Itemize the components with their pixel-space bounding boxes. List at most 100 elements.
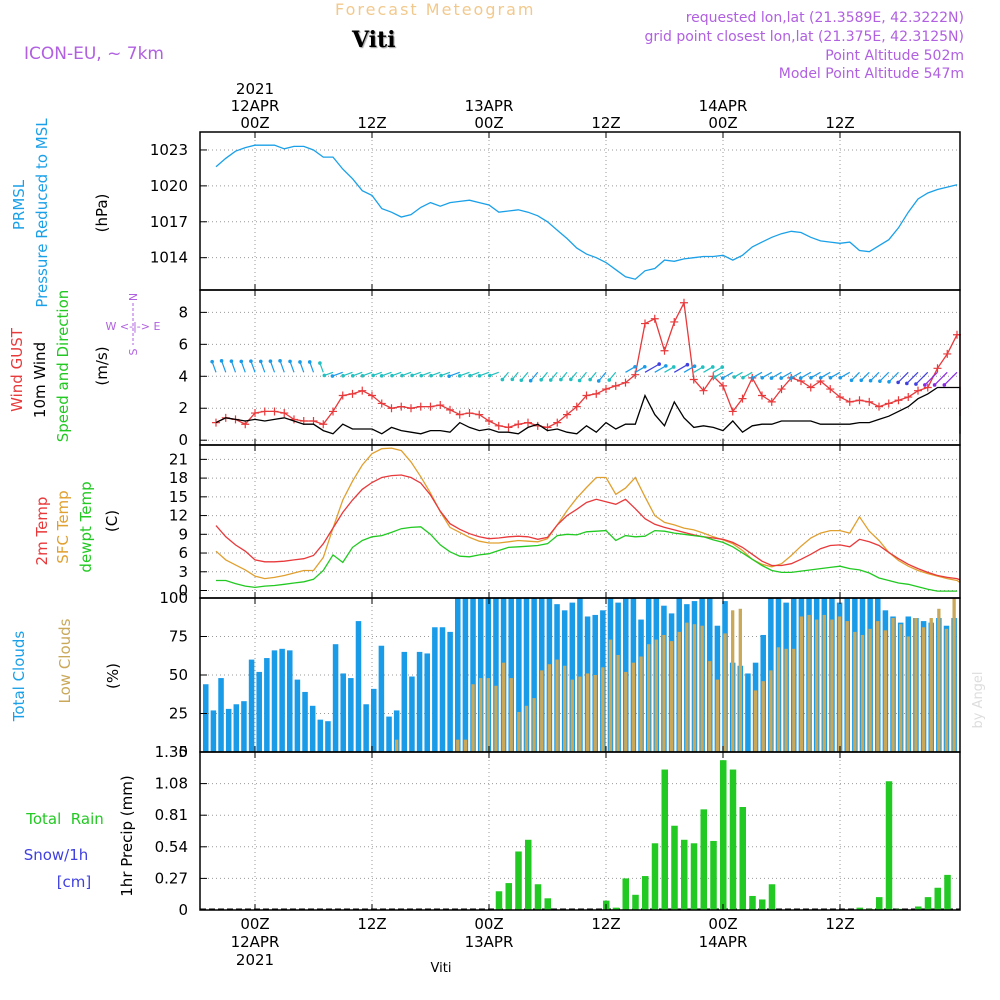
wind-arrow-head [477, 373, 482, 378]
wind-arrow-head [569, 377, 573, 382]
wind-arrow [530, 371, 539, 382]
gust-label: Wind GUST [8, 327, 26, 412]
wind-arrow [915, 371, 929, 385]
y-tick-label: 2 [178, 399, 188, 417]
axis-layer: 1014101710201023024680369121518210255075… [150, 80, 961, 969]
wind-arrow-head [379, 374, 384, 378]
wind-arrow-head [519, 378, 524, 383]
compass-we-label: W <-|-> E [106, 320, 161, 333]
gust-point-marker [836, 393, 844, 402]
total-cloud-bar [493, 598, 499, 752]
y-tick-label: 0 [178, 431, 188, 449]
low-cloud-bar [822, 614, 826, 752]
wind-arrow [839, 371, 851, 379]
total-cloud-bar [203, 684, 209, 752]
wind-arrow [309, 361, 315, 373]
compass-n-label: N [127, 293, 140, 301]
low-cloud-bar [608, 639, 613, 752]
low-cloud-bar [906, 636, 910, 752]
gust-point-marker [358, 386, 367, 395]
y-tick-label: 0.27 [155, 869, 188, 887]
gust-point-marker [728, 407, 737, 416]
rain-bar [739, 807, 746, 910]
gust-point-marker [865, 397, 874, 406]
wind-arrow-head [439, 373, 443, 378]
gust-point-marker [212, 418, 220, 427]
gust-point-marker [416, 402, 425, 411]
rain-bar [915, 906, 922, 910]
total-cloud-bar [355, 621, 362, 752]
wind-arrow [752, 371, 763, 379]
gust-point-marker [845, 397, 854, 406]
total-cloud-bar [416, 651, 423, 752]
y-tick-label: 6 [178, 544, 188, 562]
wind-arrow-head [859, 378, 864, 383]
low-cloud-bar [479, 678, 483, 752]
rain-bar [710, 840, 717, 910]
top-time-label: 12Z [357, 114, 386, 132]
top-time-label: 13APR [465, 97, 514, 115]
low-cloud-bar [669, 641, 674, 752]
wind-arrow [771, 371, 782, 379]
wind-arrow-head [488, 373, 492, 378]
total-cloud-bar [455, 598, 461, 752]
total-cloud-bar [470, 598, 476, 752]
dew-label: dewpt Temp [77, 481, 95, 572]
low-cloud-bar [784, 648, 788, 752]
gust-point-marker [485, 417, 493, 426]
wind-arrow [790, 371, 802, 379]
grid-layer [200, 132, 960, 911]
total-cloud-bar [523, 598, 530, 752]
gust-point-marker [251, 409, 259, 418]
wind-arrow-head [239, 359, 244, 364]
total-cloud-bar [485, 598, 492, 752]
total-cloud-bar [294, 679, 301, 752]
low-cloud-bar [860, 634, 865, 752]
low-cloud-bar [952, 598, 956, 752]
wind-arrow [934, 371, 948, 386]
total-cloud-bar [409, 676, 415, 752]
gust-point-marker [582, 391, 591, 400]
total-cloud-bar [241, 701, 247, 752]
low-cloud-bar [708, 661, 712, 752]
gust-point-marker [602, 385, 610, 394]
y-tick-label: 0.81 [155, 806, 188, 824]
y-tick-label: 0.54 [155, 838, 188, 856]
total-cloud-bar [386, 716, 392, 752]
low-cloud-bar [914, 618, 918, 752]
y-tick-label: 1014 [150, 249, 188, 267]
rain-bar [495, 891, 503, 910]
rain-bar [720, 760, 727, 910]
wind-arrow [289, 361, 295, 373]
low-cloud-bar [624, 671, 628, 752]
wind-arrow-head [750, 375, 755, 380]
wind-arrow-head [390, 373, 394, 378]
low-cloud-bar [524, 705, 529, 752]
wind-arrow [888, 371, 899, 383]
wind-arrow [625, 366, 636, 373]
low-cloud-bar [471, 684, 475, 752]
rain-bar [642, 876, 649, 910]
wind-arrow [761, 371, 773, 379]
gust-point-marker [455, 410, 464, 419]
rain-bar [759, 899, 766, 910]
rain-bar [612, 907, 620, 910]
snow-label: Snow/1h [24, 846, 89, 864]
wind-arrow-head [905, 381, 909, 386]
gust-point-marker [368, 391, 376, 400]
rain-bar [768, 884, 776, 910]
low-cloud-bar [509, 678, 513, 752]
signature: by Angel [971, 671, 986, 728]
low-cloud-bar [692, 624, 697, 752]
low-cloud-bar [494, 685, 498, 752]
series-line-dewpt-temp [216, 526, 957, 592]
rain-bar [934, 887, 941, 910]
y-tick-label: 50 [169, 666, 188, 684]
gust-point-marker [855, 396, 864, 405]
wind-arrow-head [692, 364, 697, 368]
wind-arrow-head [809, 375, 813, 380]
rain-bar [700, 809, 707, 910]
low-cloud-bar [570, 679, 574, 752]
y-tick-label: 1023 [150, 141, 188, 159]
gust-point-marker [826, 385, 835, 394]
